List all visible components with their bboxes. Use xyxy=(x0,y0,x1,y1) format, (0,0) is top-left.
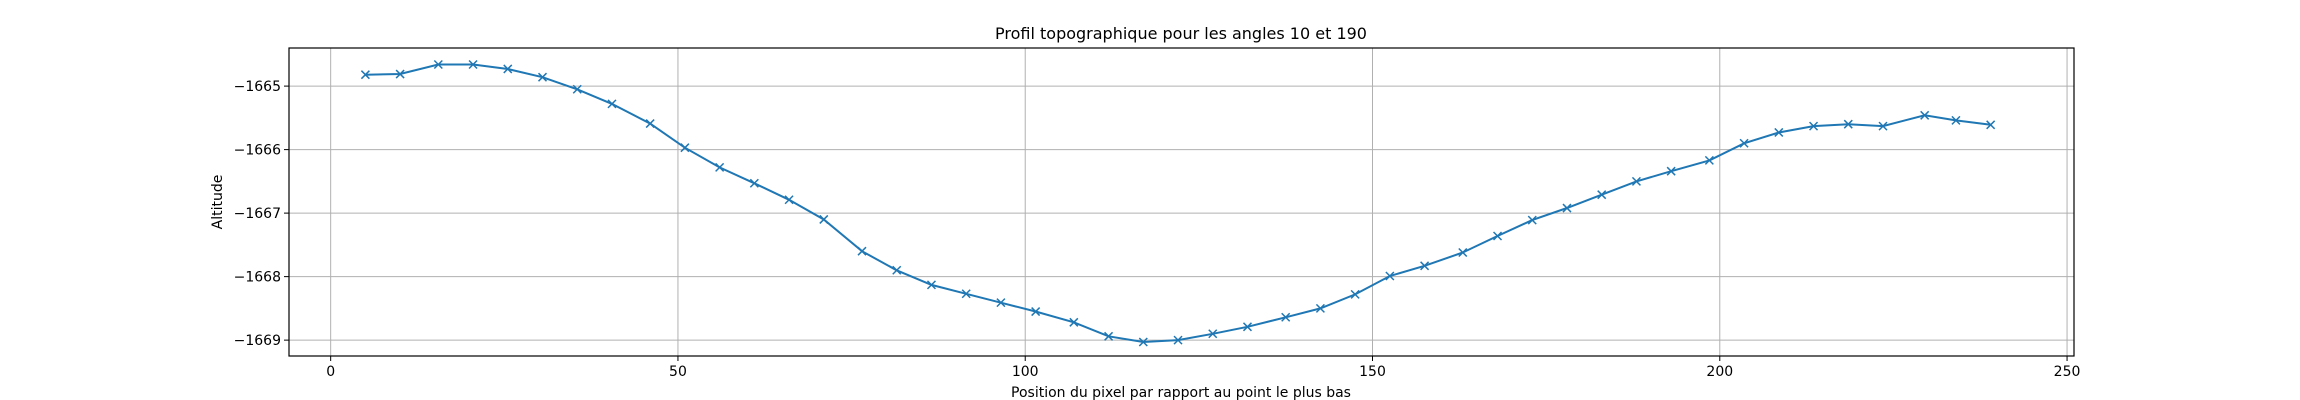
data-point-marker xyxy=(1458,247,1468,258)
x-axis-ticks: 0 50 100 150 200 250 xyxy=(326,356,2080,380)
y-axis-ticks: −1665 −1666 −1667 −1668 −1669 xyxy=(234,79,289,349)
data-point-marker xyxy=(537,72,548,82)
marker-layer xyxy=(360,59,1996,347)
data-point-marker xyxy=(1281,312,1291,322)
data-point-marker xyxy=(1597,190,1607,200)
data-point-marker xyxy=(1350,289,1360,299)
y-axis-label: Altitude xyxy=(210,175,226,230)
data-point-marker xyxy=(1878,121,1888,131)
data-point-marker xyxy=(433,59,443,70)
data-point-marker xyxy=(468,59,478,70)
data-point-marker xyxy=(1031,307,1041,317)
x-tick-label: 0 xyxy=(326,364,335,380)
grid xyxy=(289,48,2074,356)
data-point-marker xyxy=(1242,322,1253,332)
data-point-marker xyxy=(1562,203,1572,213)
y-tick-label: −1665 xyxy=(234,79,281,95)
data-point-marker xyxy=(996,298,1006,308)
x-axis-label: Position du pixel par rapport au point l… xyxy=(1011,385,1351,400)
data-point-marker xyxy=(1920,110,1930,120)
data-point-marker xyxy=(503,64,513,74)
data-point-marker xyxy=(645,119,655,129)
data-point-marker xyxy=(1809,121,1819,131)
y-tick-label: −1667 xyxy=(234,206,281,222)
data-point-marker xyxy=(1739,138,1749,148)
data-point-marker xyxy=(607,99,617,109)
data-point-marker xyxy=(1666,166,1676,176)
data-point-marker xyxy=(857,246,867,256)
data-point-marker xyxy=(1986,120,1996,130)
data-point-marker xyxy=(784,195,794,205)
data-point-marker xyxy=(360,70,370,80)
x-tick-label: 100 xyxy=(1012,364,1039,380)
chart-title: Profil topographique pour les angles 10 … xyxy=(995,24,1367,43)
data-point-marker xyxy=(1420,261,1430,271)
data-point-marker xyxy=(1315,303,1325,313)
x-tick-label: 50 xyxy=(669,364,687,380)
data-point-marker xyxy=(395,69,405,79)
data-point-marker xyxy=(892,265,902,275)
data-point-marker xyxy=(1492,231,1503,241)
data-point-marker xyxy=(1138,337,1148,347)
data-point-marker xyxy=(819,214,829,224)
data-point-marker xyxy=(1631,176,1641,186)
x-tick-label: 150 xyxy=(1359,364,1386,380)
data-point-marker xyxy=(1104,331,1114,341)
data-point-marker xyxy=(926,280,936,290)
data-point-marker xyxy=(961,289,971,299)
y-tick-label: −1669 xyxy=(234,333,281,349)
data-point-marker xyxy=(1704,155,1714,165)
y-tick-label: −1666 xyxy=(234,143,281,159)
data-point-marker xyxy=(1385,271,1395,281)
data-point-marker xyxy=(1173,335,1183,345)
data-point-marker xyxy=(572,84,582,94)
data-point-marker xyxy=(1843,119,1853,129)
x-tick-label: 250 xyxy=(2054,364,2081,380)
data-point-marker xyxy=(1208,329,1218,339)
data-point-marker xyxy=(1774,127,1784,137)
data-point-marker xyxy=(1527,215,1537,225)
x-tick-label: 200 xyxy=(1706,364,1733,380)
data-point-marker xyxy=(680,143,690,153)
y-tick-label: −1668 xyxy=(234,270,281,286)
plot-frame xyxy=(288,47,2075,357)
data-point-marker xyxy=(715,162,725,172)
data-point-marker xyxy=(749,178,759,188)
data-point-marker xyxy=(1069,317,1079,327)
data-point-marker xyxy=(1951,115,1961,125)
